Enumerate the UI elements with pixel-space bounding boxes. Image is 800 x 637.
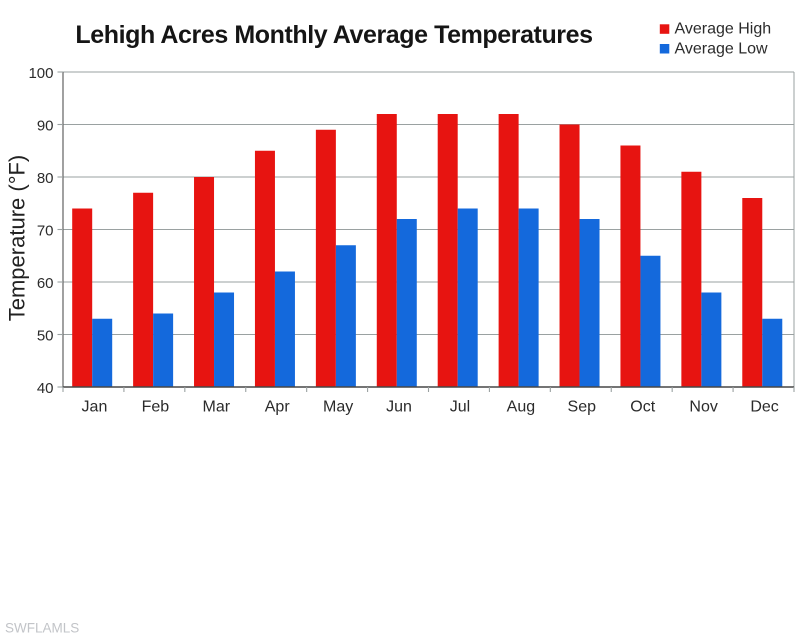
svg-text:60: 60 bbox=[37, 275, 54, 292]
svg-text:Average High: Average High bbox=[675, 21, 772, 38]
svg-text:Average Low: Average Low bbox=[675, 40, 769, 57]
svg-text:Sep: Sep bbox=[568, 399, 597, 416]
svg-text:Temperature (°F): Temperature (°F) bbox=[5, 155, 30, 322]
svg-text:70: 70 bbox=[37, 222, 54, 239]
svg-text:80: 80 bbox=[37, 170, 54, 187]
svg-text:Nov: Nov bbox=[689, 399, 717, 416]
svg-text:Lehigh Acres Monthly Average T: Lehigh Acres Monthly Average Temperature… bbox=[75, 21, 592, 49]
svg-text:90: 90 bbox=[37, 117, 54, 134]
svg-text:Mar: Mar bbox=[203, 399, 231, 416]
svg-text:40: 40 bbox=[37, 380, 54, 397]
svg-text:Aug: Aug bbox=[507, 399, 535, 416]
svg-text:Apr: Apr bbox=[265, 399, 291, 416]
svg-text:Jun: Jun bbox=[386, 399, 412, 416]
svg-text:Jan: Jan bbox=[82, 399, 108, 416]
svg-text:SWFLAMLS: SWFLAMLS bbox=[5, 621, 79, 636]
svg-text:100: 100 bbox=[28, 65, 53, 82]
svg-text:Jul: Jul bbox=[450, 399, 470, 416]
svg-text:Dec: Dec bbox=[750, 399, 778, 416]
svg-text:Feb: Feb bbox=[142, 399, 170, 416]
svg-text:50: 50 bbox=[37, 327, 54, 344]
svg-text:May: May bbox=[323, 399, 353, 416]
svg-text:Oct: Oct bbox=[630, 399, 655, 416]
